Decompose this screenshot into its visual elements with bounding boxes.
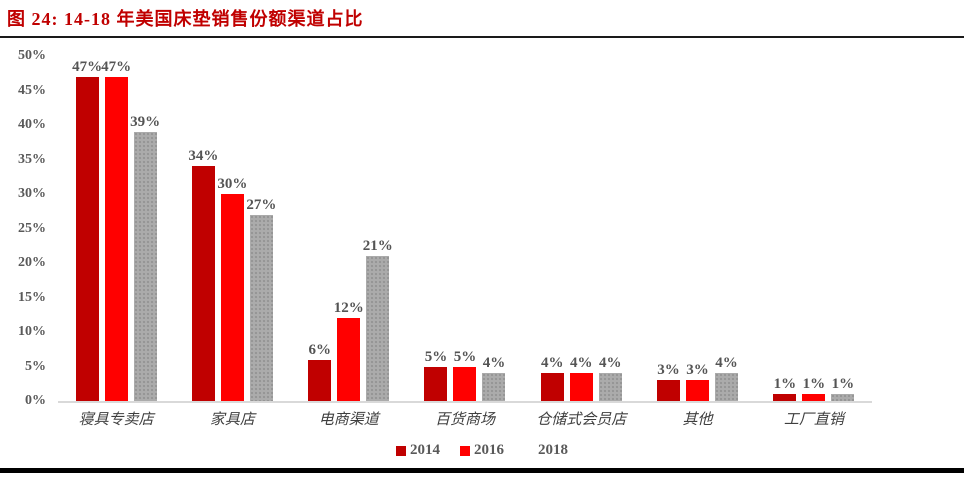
bar-value-label: 30% [217,176,248,192]
bar-group: 3% 3% 4% [639,56,755,401]
legend-item: 2016 [460,443,504,458]
y-tick-label: 30% [18,186,46,201]
bar-group: 1% 1% 1% [756,56,872,401]
category-label: 百货商场 [434,412,495,428]
bar-value-label: 1% [831,376,855,393]
category-label: 电商渠道 [318,412,379,428]
bar-2018: 1% [831,377,855,401]
y-tick-label: 45% [18,82,46,98]
legend-swatch-2018 [524,446,534,456]
bar-value-label: 1% [773,376,797,393]
bar-2018: 39% [130,114,160,401]
x-axis: 寝具专卖店 家具店 电商渠道 百货商场 仓储式会员店 其他 工厂直销 [58,408,872,429]
bar-2016: 3% [686,363,710,401]
title-divider [0,36,964,38]
bar-group: 6% 12% 21% [291,56,407,401]
bar-2016: 4% [569,356,593,401]
y-tick-label: 0% [25,393,46,408]
bar-value-label: 5% [453,348,477,365]
category-label: 工厂直销 [783,412,844,428]
bar-value-label: 4% [482,355,506,372]
y-tick-label: 35% [18,151,46,167]
bottom-divider [0,468,964,473]
legend-item: 2018 [524,443,568,458]
y-tick-label: 20% [18,255,46,270]
bar-2014: 47% [72,59,102,401]
bar-value-label: 47% [101,58,132,75]
bar-group: 4% 4% 4% [523,56,639,401]
bar-value-label: 12% [333,300,364,317]
bar-value-label: 4% [599,355,622,372]
y-axis: 0% 5% 10% 15% 20% 25% 30% 35% 40% 45% 50% [0,48,46,408]
bar-2016: 47% [101,59,131,401]
bar-2014: 4% [540,356,564,401]
plot-area: 47% 47% 39% 34% 30% 27% 6% 12% 21% 5% 5% 4% 4% 4% 4% 3%… [58,56,872,403]
bar-2014: 3% [657,363,681,401]
bar-2014: 5% [424,349,448,401]
y-tick-label: 5% [25,358,46,374]
legend-item: 2014 [396,443,440,458]
bar-2018: 27% [246,197,276,401]
bar-2016: 1% [802,377,826,401]
legend-swatch-2014 [396,445,406,456]
bar-value-label: 6% [308,341,331,358]
bar-2016: 30% [217,177,247,401]
category-label: 其他 [682,412,713,428]
legend-label: 2016 [474,442,504,458]
y-tick-label: 50% [18,48,46,63]
bar-value-label: 3% [657,362,680,379]
bar-value-label: 5% [424,348,448,365]
category-label: 家具店 [209,412,255,428]
bar-value-label: 1% [802,376,826,393]
bar-2014: 6% [308,342,332,401]
bar-2016: 12% [334,301,364,401]
bar-group: 47% 47% 39% [58,56,174,401]
category-label: 仓储式会员店 [536,412,627,428]
bar-value-label: 3% [686,362,709,379]
y-tick-label: 15% [18,289,46,305]
bar-value-label: 21% [362,238,393,255]
figure-title: 图 24: 14-18 年美国床垫销售份额渠道占比 [7,9,364,29]
bar-2014: 34% [188,149,218,401]
bar-2014: 1% [773,377,797,401]
bar-value-label: 4% [715,355,738,372]
bar-group: 5% 5% 4% [407,56,523,401]
bar-group: 34% 30% 27% [174,56,290,401]
legend-label: 2014 [410,442,440,458]
bar-2018: 4% [598,356,622,401]
bar-value-label: 34% [188,148,219,165]
y-tick-label: 10% [18,324,46,339]
bar-2018: 21% [363,239,393,401]
bar-value-label: 39% [130,113,161,130]
bar-value-label: 4% [541,355,564,372]
y-tick-label: 25% [18,220,46,236]
legend-label: 2018 [538,442,568,458]
legend-swatch-2016 [460,445,470,456]
bar-value-label: 47% [72,58,103,75]
category-label: 寝具专卖店 [78,412,154,428]
legend: 2014 2016 2018 [0,443,964,458]
bar-2016: 5% [453,349,477,401]
bar-value-label: 4% [570,355,593,372]
bar-value-label: 27% [246,196,277,213]
y-tick-label: 40% [18,117,46,132]
bar-2018: 4% [715,356,739,401]
bar-2018: 4% [482,356,506,401]
